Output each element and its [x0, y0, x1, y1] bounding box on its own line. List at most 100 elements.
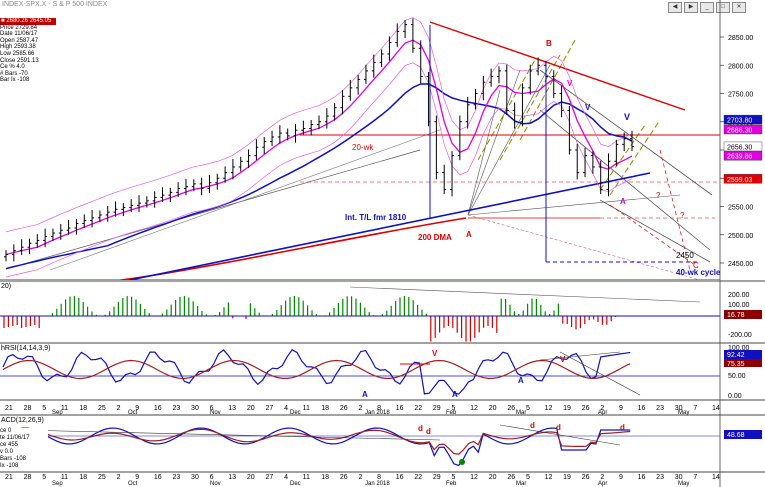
price-tick-label: 2550.00 — [728, 205, 753, 212]
date-tick-label: 23 — [656, 405, 664, 412]
date-tick-label: 2 — [359, 474, 363, 481]
date-tick-label: 7 — [693, 474, 697, 481]
date-tick-label: 13 — [228, 474, 236, 481]
month-label: Mar — [516, 410, 526, 416]
price-box-header: ■ 2680.26 2645.05 — [0, 18, 56, 25]
rsi-axis: 100.00 50.00 0.00 92.42 75.35 — [724, 345, 762, 400]
rsi-label-A3: A — [518, 376, 524, 385]
date-tick-label: 11 — [303, 405, 310, 412]
macd-signal-line — [2, 428, 631, 455]
date-tick-label: 21 — [5, 405, 13, 412]
macd-axis: 48.68 — [724, 430, 762, 439]
date-tick-label: 9 — [135, 474, 139, 481]
rsi-value-badge-2 — [724, 359, 762, 367]
red-descending-resistance — [429, 21, 686, 111]
date-tick-label: 13 — [228, 405, 236, 412]
date-tick-label: 27 — [265, 405, 273, 412]
macd-value-badge — [724, 430, 762, 439]
macd-label-d3: d — [530, 421, 535, 430]
label-A1: A — [466, 230, 472, 239]
date-tick-label: 22 — [414, 474, 422, 481]
date-tick-label: 11 — [61, 474, 68, 481]
month-label: Apr — [598, 481, 607, 487]
date-tick-label: 27 — [265, 474, 273, 481]
ma200-line — [115, 217, 467, 280]
close-icon[interactable]: ✕ — [732, 2, 746, 13]
price-box-row: Bar Ix -108 — [0, 77, 30, 84]
date-tick-label: 18 — [79, 474, 87, 481]
macd-box-row: Ix -108 — [0, 463, 19, 469]
macd-title: ACD(12,26,9) — [1, 417, 44, 424]
maximize-icon[interactable]: □ — [716, 2, 730, 13]
month-label: Jan 2018 — [365, 410, 390, 416]
scroll-left-icon[interactable]: ◀ — [668, 2, 682, 13]
date-tick-label: 16 — [396, 405, 404, 412]
price-label-text: 2656.30 — [727, 144, 752, 151]
price-box-row: # Bars -70 — [0, 70, 28, 77]
month-label: Nov — [210, 410, 221, 416]
date-tick-label: 14 — [712, 474, 720, 481]
window-controls: ◀ ▶ _ □ ✕ — [668, 2, 746, 13]
minimize-icon[interactable]: _ — [700, 2, 714, 13]
upper-band — [5, 17, 633, 233]
macd-label-d4: d — [556, 423, 561, 432]
macd-info-box: ce 0 te 11/06/17 ce 455 v 0.0 Bars -108 … — [0, 428, 48, 470]
label-q2: ? — [680, 211, 685, 220]
indicator-tick-label: 100.00 — [728, 302, 750, 309]
label-V2: V — [585, 103, 591, 112]
rsi-tick-label: 100.00 — [728, 345, 750, 352]
price-box-row: Low 2585.66 — [0, 50, 35, 57]
price-label-badge — [723, 174, 763, 184]
date-tick-label: 16 — [396, 474, 404, 481]
price-box-row: Open 2587.47 — [0, 37, 39, 44]
date-tick-label: 11 — [61, 405, 68, 412]
date-tick-label: 8 — [377, 474, 381, 481]
date-tick-label: 25 — [98, 405, 106, 412]
date-tick-label: 5 — [452, 474, 456, 481]
label-V1: V — [567, 79, 573, 88]
price-label-badge — [723, 141, 763, 152]
fan-line-4 — [467, 194, 681, 216]
date-tick-label: 2 — [600, 474, 604, 481]
month-label: Oct — [128, 410, 138, 416]
date-tick-label: 23 — [656, 474, 664, 481]
fan-line-2 — [467, 69, 521, 216]
date-tick-label: 26 — [582, 474, 590, 481]
price-tick-label: 2800.00 — [728, 63, 753, 70]
label-C: C — [693, 261, 699, 270]
label-200dma: 200 DMA — [418, 233, 452, 242]
date-tick-label: 22 — [414, 405, 422, 412]
price-label-text: 2599.03 — [727, 177, 752, 184]
label-int-tl: Int. T/L fmr 1810 — [345, 213, 407, 222]
scroll-right-icon[interactable]: ▶ — [684, 2, 698, 13]
label-20wk: 20-wk — [352, 143, 374, 152]
price-box-row: Date 11/06/17 — [0, 31, 38, 38]
date-tick-label: 18 — [321, 405, 329, 412]
rsi-label-A1: A — [362, 390, 368, 399]
long-trendline-2 — [49, 129, 441, 271]
date-tick-label: 29 — [433, 405, 441, 412]
date-tick-label: 14 — [712, 405, 720, 412]
date-tick-label: 30 — [191, 474, 199, 481]
date-tick-label: 5 — [42, 474, 46, 481]
price-tick-label: 2500.00 — [728, 233, 753, 240]
price-label-badge — [723, 124, 763, 135]
price-bars — [4, 18, 634, 262]
month-label: Dec — [290, 481, 301, 487]
macd-box-row: v 0.0 — [0, 449, 14, 455]
price-box-row: Close 2591.13 — [0, 57, 39, 64]
gray-channel-mid — [539, 109, 711, 251]
month-label: Oct — [128, 481, 138, 487]
hist-trendline — [349, 286, 701, 303]
price-box-row: Price 2729.84 — [0, 24, 38, 31]
macd-label-d2: d — [426, 427, 431, 436]
date-tick-label: 12 — [470, 405, 478, 412]
date-axis: 21 28 5 11 18 25 2 9 16 23 30 6 13 20 27 4 11 18 26 2 8 16 22 2… — [5, 405, 720, 416]
rsi-label-A2: A — [452, 390, 458, 399]
price-info-box: ■ 2680.26 2645.05 Price 2729.84 Date 11/… — [0, 18, 56, 84]
date-tick-label: 12 — [545, 474, 553, 481]
macd-label-d5: d — [620, 423, 625, 432]
date-tick-label: 20 — [247, 405, 255, 412]
macd-box-row: ce 455 — [0, 442, 19, 448]
